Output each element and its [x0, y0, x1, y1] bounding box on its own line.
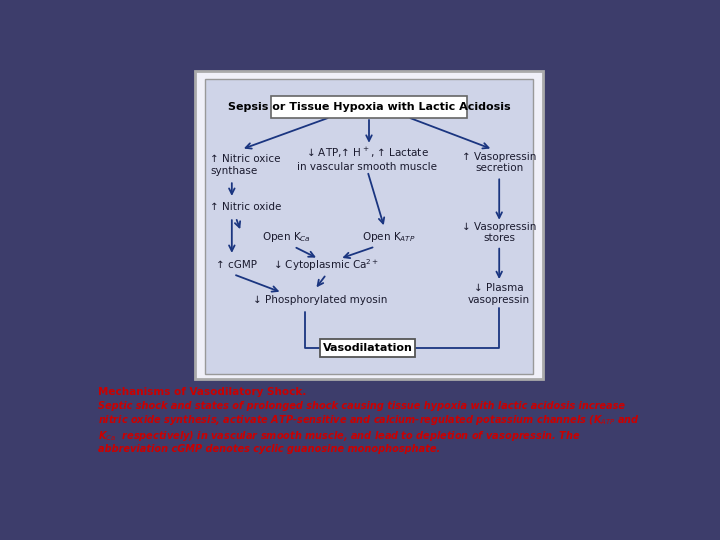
Text: ↓ Vasopressin
stores: ↓ Vasopressin stores [462, 222, 536, 244]
Text: ↓ Cytoplasmic Ca$^{2+}$: ↓ Cytoplasmic Ca$^{2+}$ [274, 257, 379, 273]
Text: ↑ Nitric oxide: ↑ Nitric oxide [210, 202, 282, 212]
FancyBboxPatch shape [204, 79, 534, 374]
Text: Vasodilatation: Vasodilatation [323, 343, 413, 353]
FancyBboxPatch shape [320, 339, 415, 357]
FancyBboxPatch shape [194, 71, 544, 379]
FancyBboxPatch shape [271, 96, 467, 118]
Text: ↓ ATP,↑ H$^+$, ↑ Lactate
in vascular smooth muscle: ↓ ATP,↑ H$^+$, ↑ Lactate in vascular smo… [297, 146, 438, 172]
Text: ↓ Phosphorylated myosin: ↓ Phosphorylated myosin [253, 295, 387, 305]
Text: Open K$_{Ca}$: Open K$_{Ca}$ [262, 230, 311, 244]
Text: Septic shock and states of prolonged shock causing tissue hypoxia with lactic ac: Septic shock and states of prolonged sho… [98, 401, 640, 454]
Text: ↑ Vasopressin
secretion: ↑ Vasopressin secretion [462, 152, 536, 173]
Text: Sepsis or Tissue Hypoxia with Lactic Acidosis: Sepsis or Tissue Hypoxia with Lactic Aci… [228, 102, 510, 112]
Text: Mechanisms of Vasodilatory Shock.: Mechanisms of Vasodilatory Shock. [98, 387, 306, 397]
Text: Open K$_{ATP}$: Open K$_{ATP}$ [361, 230, 415, 244]
Text: ↓ Plasma
vasopressin: ↓ Plasma vasopressin [468, 284, 530, 305]
Text: ↑ Nitric oxice
synthase: ↑ Nitric oxice synthase [210, 154, 281, 176]
Text: ↑ cGMP: ↑ cGMP [215, 260, 256, 270]
